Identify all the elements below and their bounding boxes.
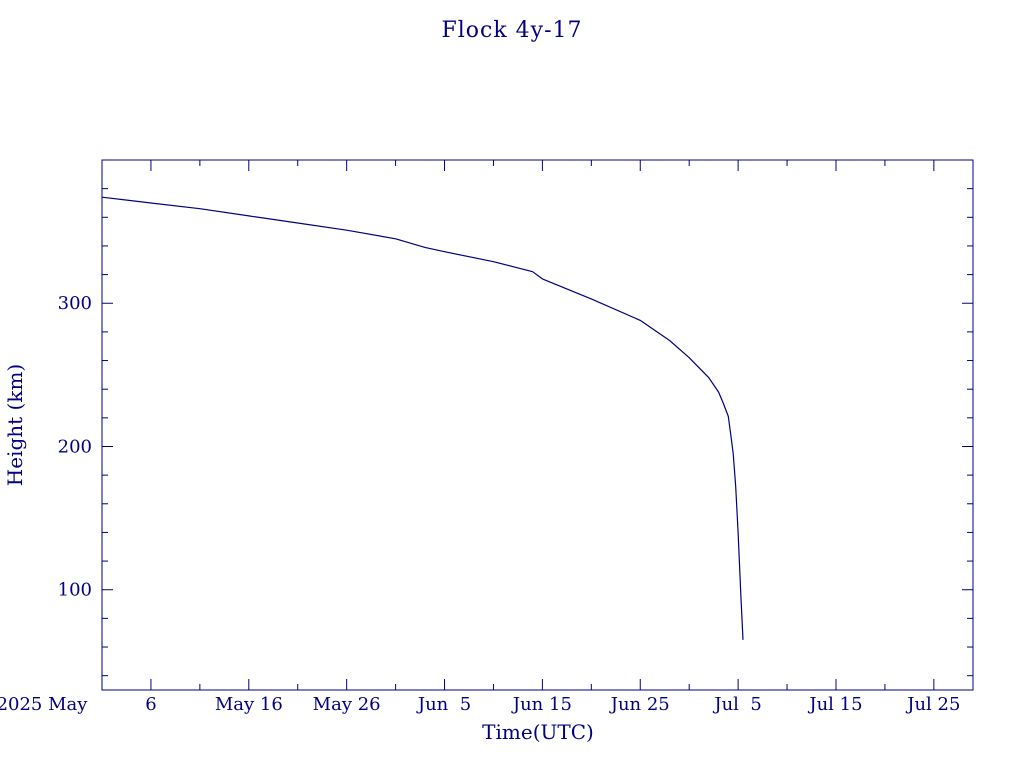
x-tick-label: May 26 — [313, 694, 381, 715]
x-tick-label: 6 — [145, 694, 156, 715]
axis-ticks — [102, 159, 973, 690]
x-tick-label: Jul 15 — [807, 694, 862, 715]
x-tick-labels: 2025 May 6 May 16 May 26 Jun 5 Jun 15 Jun 25 Ju… — [0, 694, 960, 715]
y-tick-labels: 100 200 300 — [58, 293, 92, 600]
x-tick-label: Jul 5 — [712, 694, 761, 715]
x-tick-label: Jul 25 — [905, 694, 960, 715]
x-tick-label: May 16 — [215, 694, 283, 715]
series-layer — [101, 196, 744, 640]
x-axis-label: Time(UTC) — [482, 720, 594, 744]
y-tick-label: 300 — [58, 293, 92, 314]
plot-frame — [101, 159, 974, 691]
y-tick-label: 200 — [58, 436, 92, 457]
chart-title: Flock 4y-17 — [441, 18, 582, 43]
x-tick-label: Jun 15 — [511, 694, 572, 715]
x-tick-label: Jun 5 — [416, 694, 471, 715]
y-tick-label: 100 — [58, 580, 92, 601]
height-series-line — [101, 196, 744, 640]
x-tick-label: Jun 25 — [609, 694, 670, 715]
y-axis-label: Height (km) — [3, 364, 27, 486]
x-tick-label: 2025 May — [0, 694, 88, 715]
